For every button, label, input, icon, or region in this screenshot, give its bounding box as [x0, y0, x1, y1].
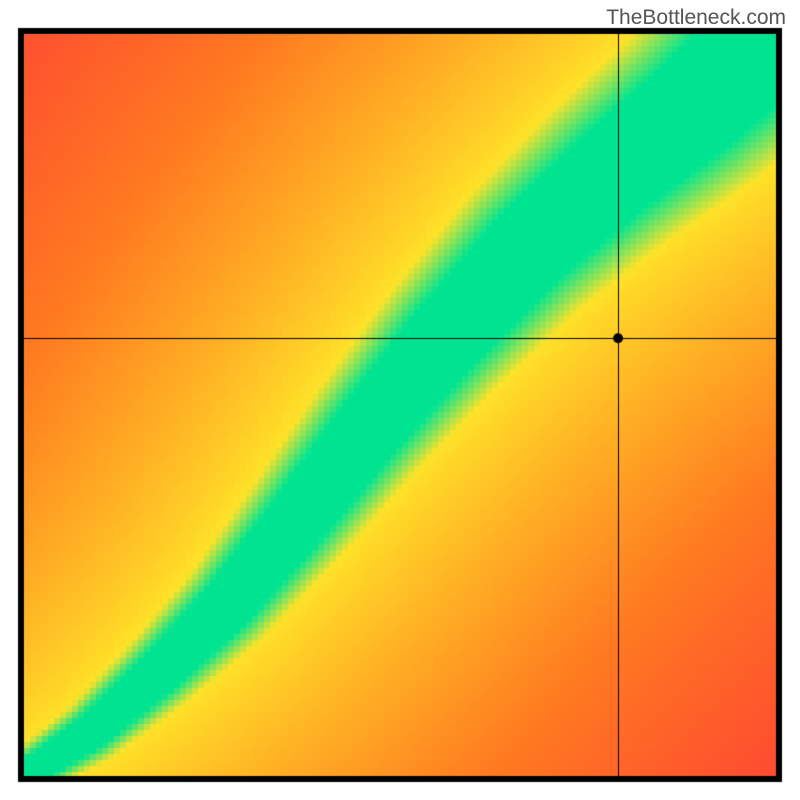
watermark: TheBottleneck.com — [606, 6, 786, 30]
chart-container: TheBottleneck.com — [0, 0, 800, 800]
overlay-canvas — [0, 0, 800, 800]
